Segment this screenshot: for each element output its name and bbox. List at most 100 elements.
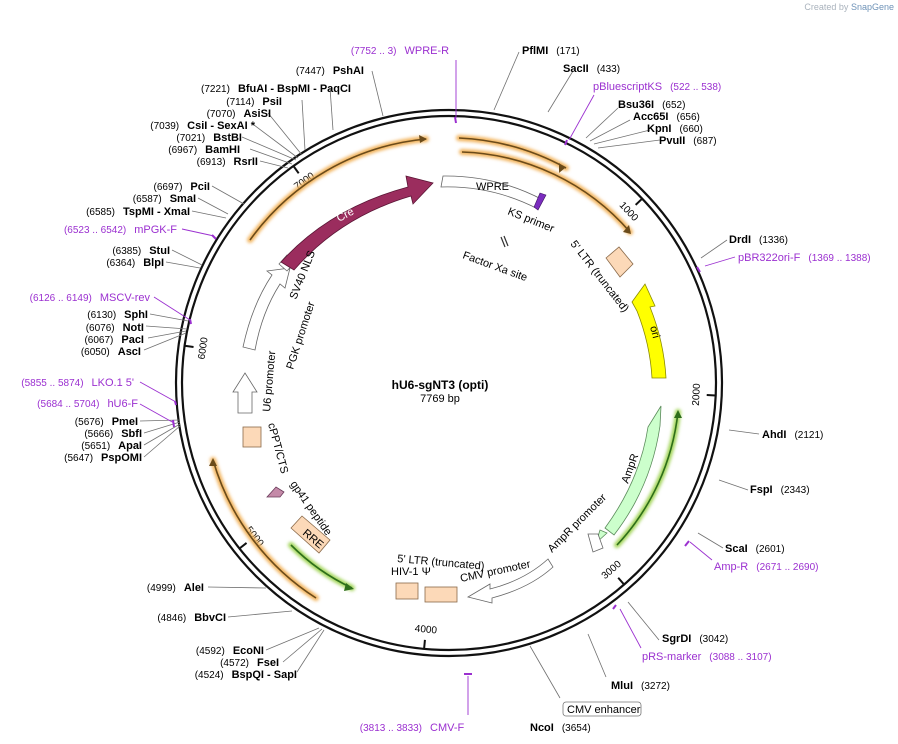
enzyme-position: (660) [679,124,702,135]
enzyme-position: (2121) [794,430,823,441]
green-arc-head [674,410,682,418]
pgk-promoter-arrow [242,267,291,351]
enzyme-name: FseI [257,657,279,669]
enzyme-name: StuI [149,245,170,257]
plasmid-title: hU6-sgNT3 (opti) 7769 bp [392,378,489,405]
enzyme-label: SgrDI (3042) [662,633,728,645]
orange-arc-head [559,163,565,173]
backbone-ring [174,108,724,658]
snapgene-credit: Created by SnapGene [804,2,894,12]
enzyme-position: (2601) [756,544,785,555]
enzyme-name: BspQI - SapI [232,669,297,681]
enzyme-label: (4999) AleI [147,582,204,594]
enzyme-name: ApaI [118,440,142,452]
enzyme-label: (7114) PsiI [226,96,282,108]
enzyme-name: SphI [124,309,148,321]
primer-position: (3088 .. 3107) [709,652,771,663]
enzyme-name: AscI [118,346,141,358]
enzyme-label: Acc65I (656) [633,111,700,123]
enzyme-name: Bsu36I [618,99,654,111]
enzyme-name: NotI [123,322,144,334]
enzyme-label: (7447) PshAI [296,65,364,77]
enzyme-label: MluI (3272) [611,680,670,692]
tick-label: 3000 [600,559,624,582]
inner-features [232,175,667,604]
enzyme-position: (6697) [154,182,183,193]
enzyme-position: (4524) [195,670,224,681]
ks-primer-marker [533,192,547,211]
cmv-promoter-arrow [466,558,554,604]
enzyme-name: PspOMI [101,452,142,464]
cppt-label: cPPT/CTS [265,422,290,475]
ltr5-bottom-box [395,582,419,600]
primer-name: CMV-F [430,722,465,734]
primer-markers [172,116,701,675]
tick-mark [423,639,426,649]
cppt-box [242,426,262,448]
enzyme-name: SmaI [170,193,196,205]
enzyme-name: NcoI [530,722,554,734]
enzyme-position: (5647) [64,453,93,464]
enzyme-label: FspI (2343) [750,484,810,496]
ampr-promoter-arrow [587,533,604,553]
enzyme-name: EcoNI [233,645,264,657]
primer-position: (1369 .. 1388) [808,253,870,264]
primer-name: pBluescriptKS [593,81,662,93]
primer-name: LKO.1 5' [92,377,134,389]
tick-mark [617,577,625,586]
orange-arc [458,137,567,169]
primer-position: (522 .. 538) [670,82,721,93]
orange-arc [212,459,317,599]
enzyme-name: PflMI [522,45,548,57]
enzyme-label: (6067) PacI [84,334,144,346]
enzyme-name: AhdI [762,429,786,441]
enzyme-label: AhdI (2121) [762,429,823,441]
enzyme-label: (4846) BbvCI [157,612,226,624]
enzyme-label: (5666) SbfI [84,428,142,440]
primer-label: pRS-marker (3088 .. 3107) [642,651,772,663]
u6-label: U6 promoter [261,350,278,412]
primer-label: pBluescriptKS (522 .. 538) [593,81,721,93]
enzyme-label: NcoI (3654) [530,722,591,734]
primer-label: (6523 .. 6542) mPGK-F [64,224,177,236]
primer-label: (5855 .. 5874) LKO.1 5' [21,377,134,389]
hiv1-psi-label: HIV-1 Ψ [391,566,431,578]
enzyme-label: (6697) PciI [154,181,210,193]
enzyme-name: BbvCI [194,612,226,624]
enzyme-name: BamHI [205,144,240,156]
orange-arc-head [419,135,427,143]
enzyme-name: FspI [750,484,773,496]
enzyme-label: (7070) AsiSI [207,108,271,120]
primer-position: (5855 .. 5874) [21,378,83,389]
enzyme-position: (6967) [168,145,197,156]
enzyme-name: BfuAI - BspMI - PaqCI [238,83,351,95]
enzyme-position: (6364) [106,258,135,269]
enzyme-label: (6587) SmaI [133,193,196,205]
enzyme-label: (6076) NotI [86,322,144,334]
enzyme-position: (5651) [81,441,110,452]
tick-mark [292,165,300,174]
enzyme-label: (7039) CsiI - SexAI * [150,120,255,132]
enzyme-name: AsiSI [243,108,271,120]
wpre-label: WPRE [476,181,509,193]
enzyme-position: (5666) [84,429,113,440]
plasmid-name: hU6-sgNT3 (opti) [392,378,489,392]
enzyme-name: DrdI [729,234,751,246]
enzyme-label: PflMI (171) [522,45,580,57]
enzyme-position: (4572) [220,658,249,669]
enzyme-name: Acc65I [633,111,668,123]
cmv-enhancer-label: CMV enhancer [567,704,641,716]
tick-label: 2000 [691,383,703,406]
ks-primer-label: KS primer [506,206,556,236]
tick-mark [238,542,248,550]
enzyme-position: (2343) [781,485,810,496]
enzyme-position: (687) [693,136,716,147]
enzyme-position: (6076) [86,323,115,334]
green-arc-head [344,583,354,591]
enzyme-name: BlpI [143,257,164,269]
ori-feature [631,283,667,379]
enzyme-label: PvuII (687) [659,135,717,147]
primer-name: hU6-F [107,398,138,410]
enzyme-label: (4524) BspQI - SapI [195,669,297,681]
